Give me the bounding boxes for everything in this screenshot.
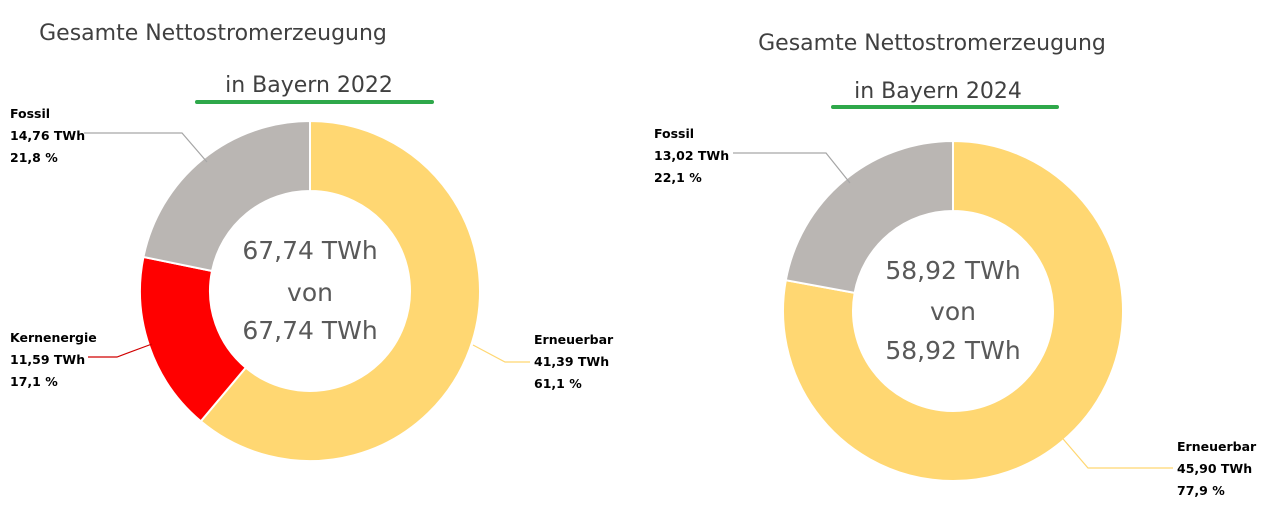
label-value-fossil: 14,76 TWh [10,128,85,143]
center-of-total: 58,92 TWh [885,336,1020,365]
donut-chart-1: Gesamte Nettostromerzeugung in Bayern 202… [10,21,614,462]
chart-title: Gesamte Nettostromerzeugung [758,31,1106,56]
label-name-fossil: Fossil [10,106,50,121]
label-name-erneuerbar: Erneuerbar [1177,439,1257,454]
center-of-total: 67,74 TWh [242,316,377,345]
leader-line-erneuerbar [1057,432,1173,469]
label-percent-erneuerbar: 77,9 % [1177,483,1225,498]
leader-line-erneuerbar [472,344,530,363]
slice-fossil [142,119,311,273]
center-von: von [930,297,976,326]
label-value-erneuerbar: 45,90 TWh [1177,461,1252,476]
slice-erneuerbar [782,139,1124,482]
label-percent-kernenergie: 17,1 % [10,374,58,389]
label-name-fossil: Fossil [654,126,694,141]
leader-line-fossil [733,152,851,184]
label-name-kernenergie: Kernenergie [10,330,97,345]
slice-fossil [784,139,954,295]
label-value-erneuerbar: 41,39 TWh [534,354,609,369]
center-von: von [287,278,333,307]
label-name-erneuerbar: Erneuerbar [534,332,614,347]
chart-subtitle: in Bayern 2022 [225,73,393,98]
leader-line-fossil [84,132,208,163]
chart-subtitle: in Bayern 2024 [854,79,1022,104]
chart-title: Gesamte Nettostromerzeugung [39,21,387,46]
center-total: 67,74 TWh [242,236,377,265]
label-value-fossil: 13,02 TWh [654,148,729,163]
donut-chart-2: Gesamte Nettostromerzeugung in Bayern 202… [654,31,1257,498]
label-percent-fossil: 22,1 % [654,170,702,185]
label-value-kernenergie: 11,59 TWh [10,352,85,367]
label-percent-fossil: 21,8 % [10,150,58,165]
label-percent-erneuerbar: 61,1 % [534,376,582,391]
center-total: 58,92 TWh [885,256,1020,285]
leader-line-kernenergie [88,343,153,358]
slice-erneuerbar [199,119,481,462]
